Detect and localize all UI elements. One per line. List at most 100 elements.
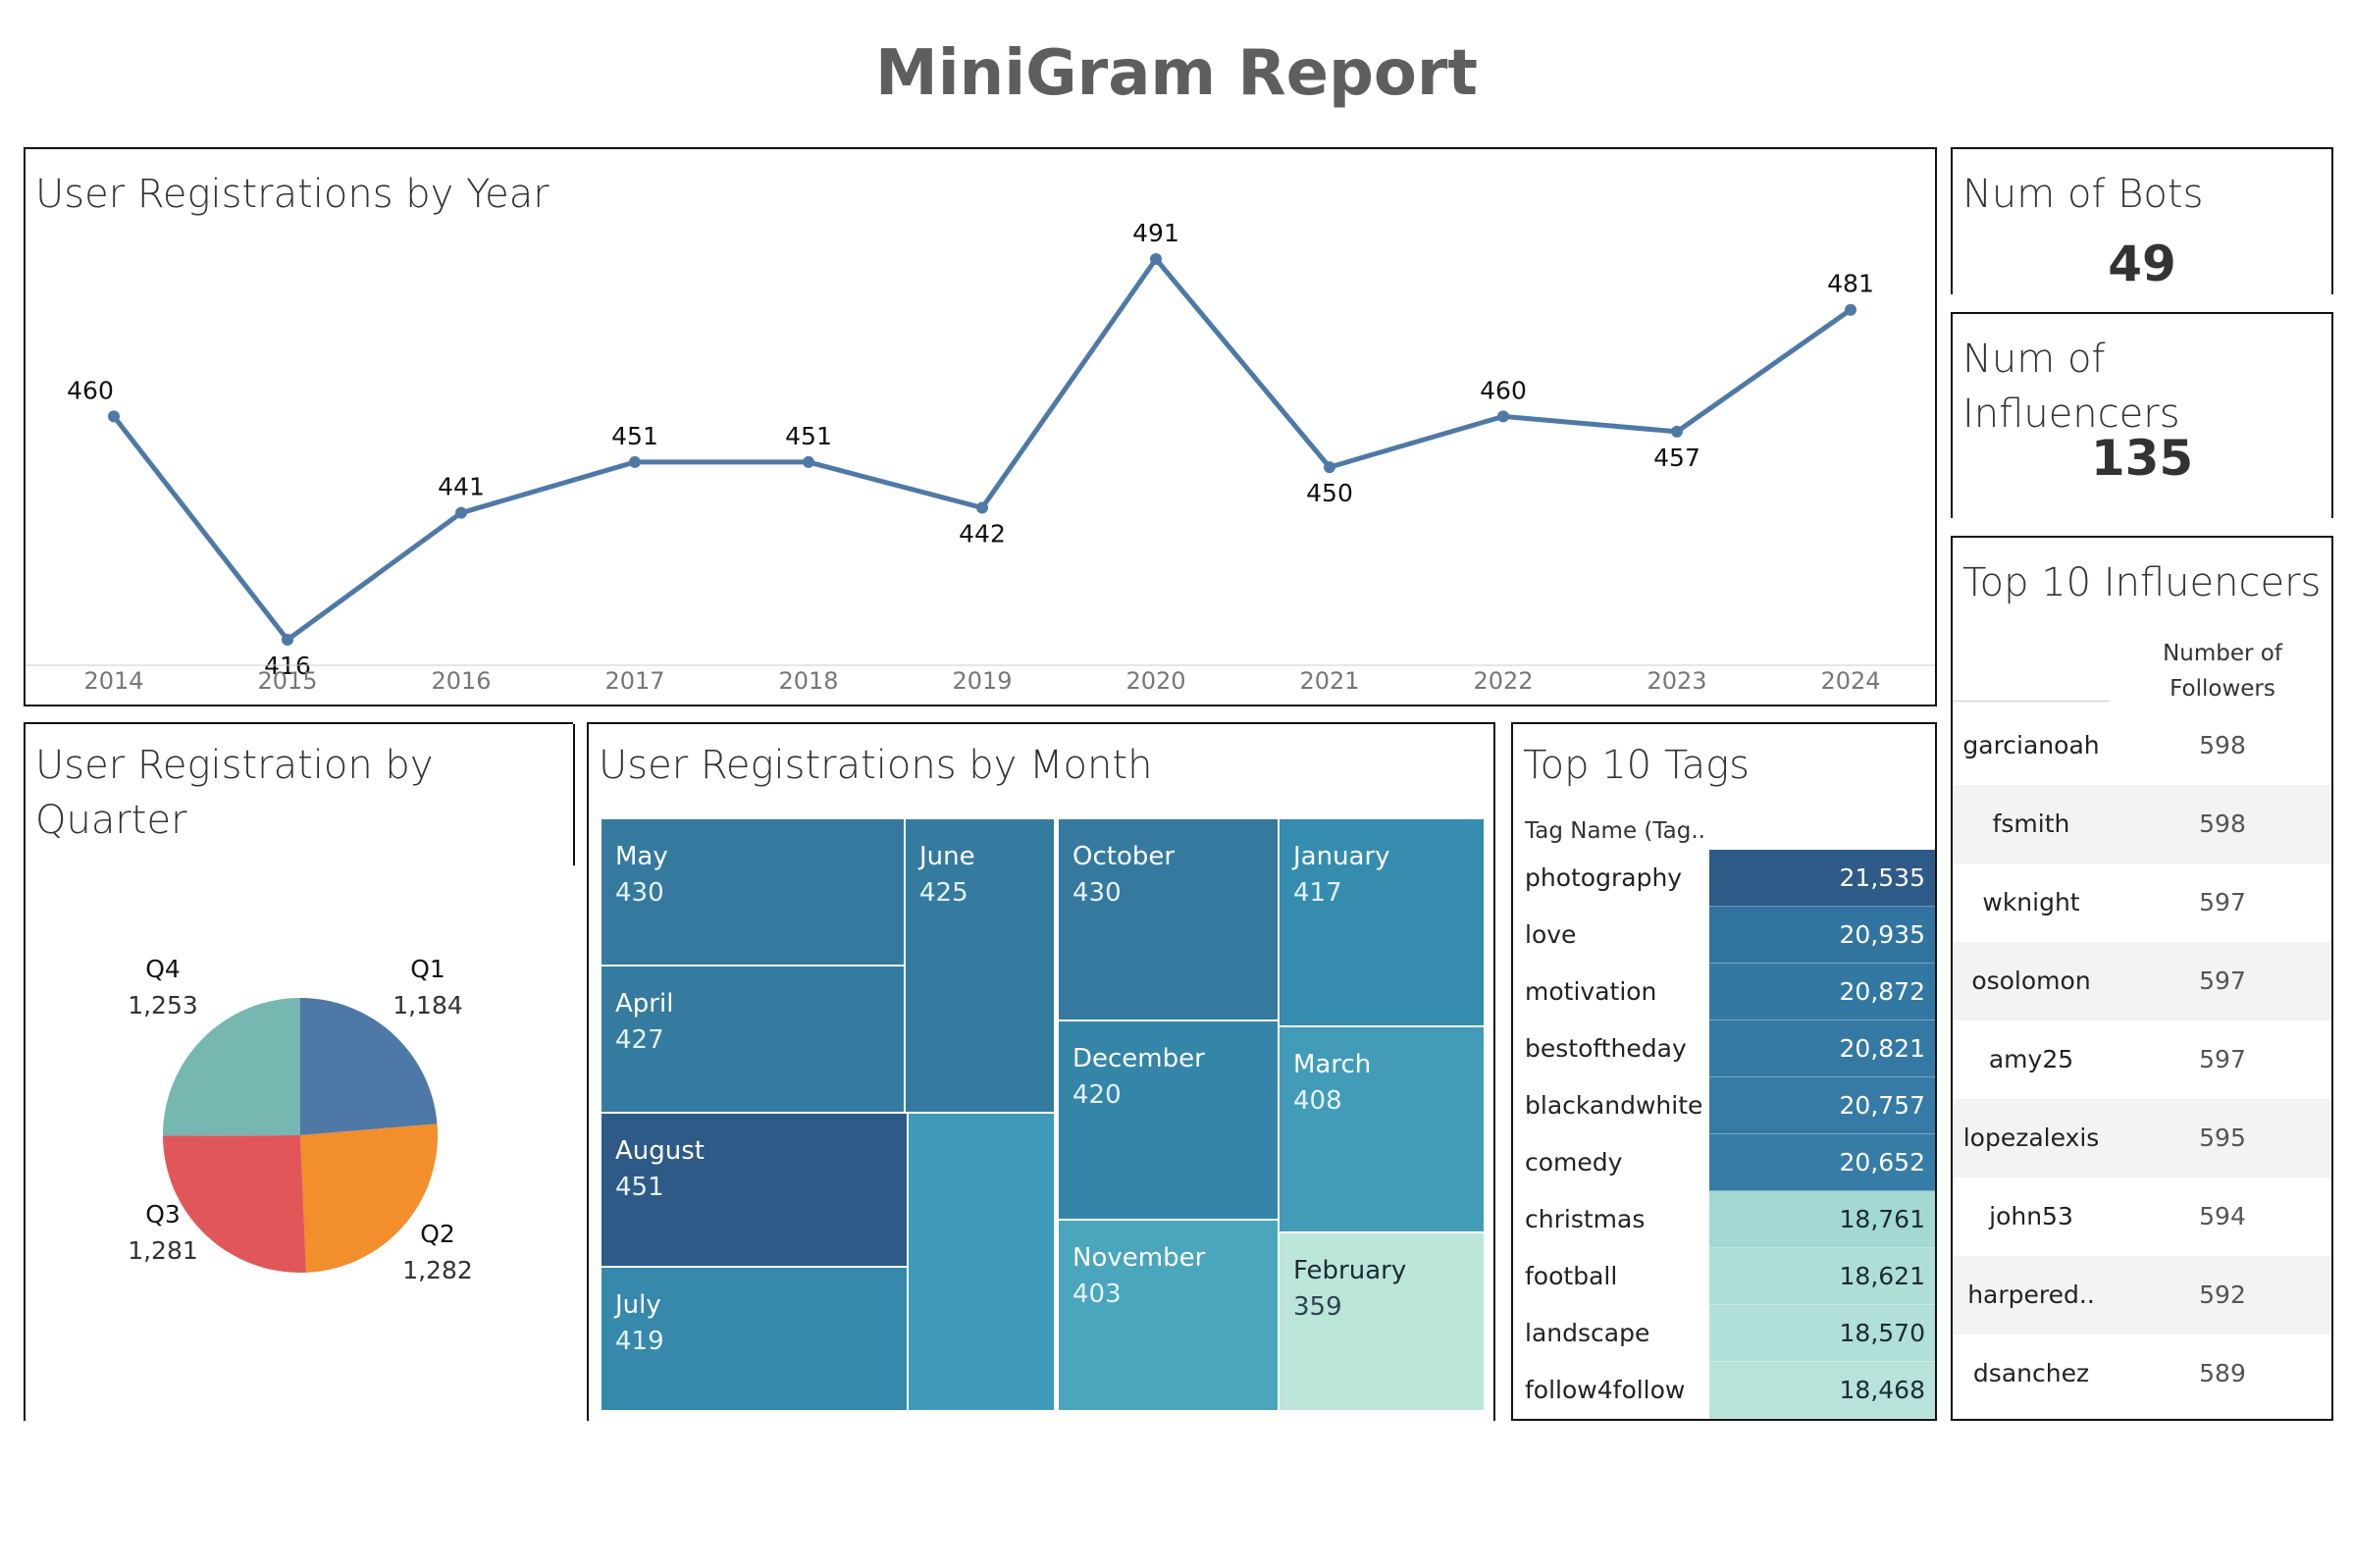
- treemap-month-name: October: [1072, 842, 1176, 871]
- treemap-cell-february[interactable]: February 359: [1279, 1232, 1485, 1411]
- influencer-row[interactable]: harpered.. 592: [1953, 1256, 2331, 1334]
- influencer-name: john53: [1989, 1202, 2073, 1230]
- pie-slice-q4[interactable]: [163, 998, 300, 1136]
- tag-row[interactable]: bestoftheday 20,821: [1513, 1020, 1935, 1077]
- treemap-month-name: February: [1293, 1256, 1407, 1285]
- yearly-x-tick-2022: 2022: [1473, 667, 1533, 695]
- quarter-title-border: [573, 724, 575, 865]
- yearly-point-2019[interactable]: [976, 501, 988, 514]
- tag-row[interactable]: christmas 18,761: [1513, 1191, 1935, 1248]
- treemap-month-value: 420: [1072, 1080, 1122, 1110]
- treemap-month-value: 430: [615, 878, 664, 908]
- treemap-cell-unlabeled[interactable]: [908, 1113, 1055, 1411]
- pie-label-q3: Q3: [145, 1200, 181, 1228]
- yearly-line-chart: 4602014416201544120164512017451201844220…: [26, 219, 1935, 695]
- tag-count: 21,535: [1709, 850, 1935, 907]
- followers-column-header: Number of Followers: [2149, 636, 2296, 706]
- tag-row[interactable]: love 20,935: [1513, 907, 1935, 964]
- yearly-point-2022[interactable]: [1497, 410, 1509, 423]
- pie-slice-q1[interactable]: [300, 998, 438, 1135]
- influencer-name: harpered..: [1967, 1281, 2095, 1309]
- pie-value-q1: 1,184: [392, 991, 463, 1019]
- treemap-month-name: April: [615, 989, 674, 1019]
- yearly-point-2021[interactable]: [1324, 461, 1335, 474]
- treemap-month-value: 417: [1293, 878, 1342, 908]
- yearly-point-2017[interactable]: [629, 455, 641, 468]
- tag-row[interactable]: football 18,621: [1513, 1248, 1935, 1305]
- influencer-row[interactable]: john53 594: [1953, 1177, 2331, 1256]
- treemap-cell-april[interactable]: April 427: [601, 966, 905, 1113]
- tag-row[interactable]: follow4follow 18,468: [1513, 1362, 1935, 1419]
- yearly-x-tick-2014: 2014: [83, 667, 143, 695]
- treemap-month-name: August: [615, 1136, 705, 1166]
- month-title: User Registrations by Month: [599, 743, 1153, 788]
- yearly-x-tick-2017: 2017: [604, 667, 664, 695]
- treemap-cell-october[interactable]: October 430: [1058, 818, 1279, 1020]
- influencer-row[interactable]: garcianoah 598: [1953, 706, 2331, 785]
- influencer-name: lopezalexis: [1962, 1124, 2100, 1152]
- influencer-followers: 592: [2199, 1281, 2246, 1309]
- tag-count: 20,757: [1709, 1077, 1935, 1134]
- treemap-cell-may[interactable]: May 430: [601, 818, 905, 966]
- treemap-cell-december[interactable]: December 420: [1058, 1020, 1279, 1220]
- yearly-point-2015[interactable]: [282, 634, 293, 646]
- treemap-cell-march[interactable]: March 408: [1279, 1026, 1485, 1232]
- tag-name: photography: [1525, 863, 1683, 892]
- yearly-panel: User Registrations by Year 460 2014 416 201…: [24, 147, 1937, 706]
- treemap-month-value: 451: [615, 1173, 664, 1202]
- yearly-x-tick-2016: 2016: [431, 667, 491, 695]
- bots-kpi-panel: Num of Bots 49: [1951, 147, 2333, 294]
- treemap-cell-june[interactable]: June 425: [905, 818, 1055, 1113]
- pie-label-q4: Q4: [145, 955, 181, 983]
- influencer-row[interactable]: lopezalexis 595: [1953, 1099, 2331, 1177]
- treemap-cell-july[interactable]: July 419: [601, 1267, 908, 1411]
- treemap-cell-august[interactable]: August 451: [601, 1113, 908, 1267]
- yearly-point-2023[interactable]: [1671, 425, 1683, 438]
- treemap-month-value: 425: [919, 878, 968, 908]
- followers-header-line1: Number of: [2163, 641, 2282, 666]
- influencer-name: dsanchez: [1972, 1359, 2090, 1387]
- treemap-cell-january[interactable]: January 417: [1279, 818, 1485, 1026]
- pie-slice-q3[interactable]: [163, 1135, 306, 1273]
- influencer-followers: 589: [2199, 1359, 2246, 1387]
- pie-value-q2: 1,282: [402, 1256, 473, 1284]
- influencer-row[interactable]: amy25 597: [1953, 1020, 2331, 1099]
- yearly-series-line: [112, 256, 1853, 643]
- influencer-name: osolomon: [1971, 967, 2091, 995]
- influencer-row[interactable]: fsmith 598: [1953, 785, 2331, 863]
- treemap-cell-november[interactable]: November 403: [1058, 1220, 1279, 1411]
- yearly-point-2014[interactable]: [108, 410, 120, 423]
- influencer-row[interactable]: osolomon 597: [1953, 942, 2331, 1020]
- treemap-month-value: 427: [615, 1025, 664, 1055]
- tag-name: football: [1525, 1262, 1618, 1290]
- yearly-title: User Registrations by Year: [35, 172, 549, 217]
- influencers-table-title: Top 10 Influencers: [1962, 560, 2322, 605]
- tag-row[interactable]: blackandwhite 20,757: [1513, 1077, 1935, 1134]
- influencer-followers: 597: [2199, 888, 2246, 916]
- yearly-point-2024[interactable]: [1845, 303, 1856, 316]
- tag-row[interactable]: comedy 20,652: [1513, 1134, 1935, 1191]
- yearly-data-label-2017: 451: [611, 422, 658, 450]
- influencer-row[interactable]: wknight 597: [1953, 863, 2331, 942]
- treemap-month-name: January: [1293, 842, 1390, 871]
- yearly-x-tick-2020: 2020: [1125, 667, 1185, 695]
- tag-row[interactable]: landscape 18,570: [1513, 1305, 1935, 1362]
- tag-row[interactable]: photography 21,535: [1513, 850, 1935, 907]
- pie-value-q3: 1,281: [128, 1236, 198, 1265]
- influencer-followers: 597: [2199, 1045, 2246, 1073]
- tags-panel: Top 10 Tags Tag Name (Tag.. photography 2…: [1511, 722, 1937, 1421]
- yearly-point-2016[interactable]: [455, 506, 467, 519]
- influencer-name: amy25: [1988, 1045, 2074, 1073]
- tags-column-header: Tag Name (Tag..: [1525, 818, 1705, 844]
- pie-slice-q2[interactable]: [300, 1124, 438, 1273]
- yearly-point-2020[interactable]: [1150, 253, 1162, 265]
- influencer-name: fsmith: [1992, 810, 2070, 838]
- tag-row[interactable]: motivation 20,872: [1513, 964, 1935, 1020]
- tag-name: blackandwhite: [1525, 1091, 1703, 1120]
- yearly-point-2018[interactable]: [803, 455, 814, 468]
- yearly-x-tick-2023: 2023: [1647, 667, 1706, 695]
- yearly-data-label-2022: 460: [1480, 376, 1527, 404]
- influencer-row[interactable]: dsanchez 589: [1953, 1334, 2331, 1413]
- month-panel: User Registrations by Month May 430 June 42…: [587, 722, 1495, 1421]
- yearly-data-label-2020: 491: [1132, 219, 1179, 247]
